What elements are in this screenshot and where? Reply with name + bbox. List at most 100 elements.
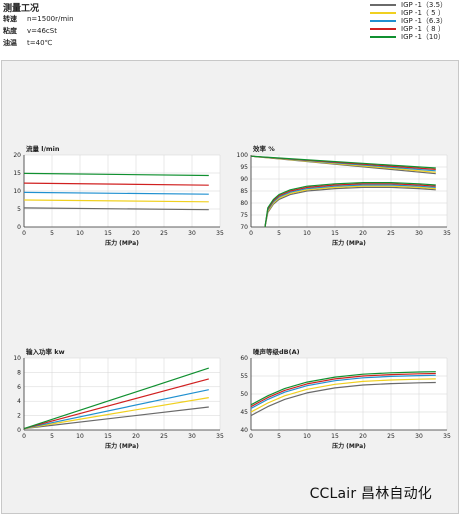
series-line	[23, 406, 209, 430]
y-tick-label: 6	[17, 384, 21, 391]
y-tick-label: 5	[17, 206, 21, 213]
x-tick-label: 5	[50, 433, 54, 440]
header: 测量工况 转速 n=1500r/min 粘度 v=46cSt 油温 t=40℃ IGP…	[0, 0, 463, 60]
x-tick-label: 0	[249, 433, 253, 440]
x-tick-label: 30	[188, 230, 196, 237]
series-line	[264, 184, 436, 228]
legend-swatch	[370, 12, 396, 14]
series-line	[23, 389, 209, 430]
conditions-title: 测量工况	[3, 4, 40, 14]
legend-swatch	[370, 28, 396, 30]
series-line	[250, 371, 436, 406]
series-line	[23, 378, 209, 430]
y-tick-label: 40	[240, 427, 248, 434]
x-tick-label: 10	[303, 433, 311, 440]
x-tick-label: 25	[160, 433, 168, 440]
series-line	[23, 397, 209, 430]
y-tick-label: 45	[240, 409, 248, 416]
charts-panel: 0 5 10 15 20 0 5 10 15 20 25 30 35 流量 l/min 压力 (MPa) 70…	[1, 60, 459, 514]
legend-label: IGP -1（6.3）	[401, 17, 448, 25]
y-tick-label: 70	[240, 224, 248, 231]
x-tick-label: 35	[216, 230, 224, 237]
y-tick-label: 55	[240, 373, 248, 380]
x-tick-label: 15	[104, 230, 112, 237]
x-tick-label: 15	[331, 230, 339, 237]
legend-swatch	[370, 36, 396, 38]
x-tick-label: 5	[277, 230, 281, 237]
condition-temperature: 油温 t=40℃	[3, 38, 52, 48]
x-tick-label: 10	[76, 433, 84, 440]
series-line	[23, 182, 209, 186]
condition-value: n=1500r/min	[27, 15, 74, 23]
y-tick-label: 60	[240, 355, 248, 362]
legend-label: IGP -1（10）	[401, 33, 445, 41]
x-tick-label: 5	[277, 433, 281, 440]
x-tick-label: 20	[359, 230, 367, 237]
x-tick-label: 20	[359, 433, 367, 440]
series-line	[264, 183, 436, 228]
x-tick-label: 0	[22, 433, 26, 440]
x-axis-label: 压力 (MPa)	[105, 239, 139, 247]
series-line	[264, 185, 436, 228]
legend-label: IGP -1（3.5）	[401, 1, 448, 9]
x-tick-label: 35	[443, 433, 451, 440]
y-tick-label: 2	[17, 413, 21, 420]
chart-title: 输入功率 kw	[26, 347, 65, 356]
chart-title: 流量 l/min	[26, 144, 60, 153]
y-tick-label: 80	[240, 200, 248, 207]
x-tick-label: 30	[415, 433, 423, 440]
y-tick-label: 90	[240, 176, 248, 183]
series-line	[23, 172, 209, 177]
x-tick-label: 30	[415, 230, 423, 237]
series-line	[250, 372, 436, 408]
x-tick-label: 35	[443, 230, 451, 237]
chart-title: 噪声等级dB(A)	[253, 347, 300, 356]
y-tick-label: 15	[13, 170, 21, 177]
y-tick-label: 0	[17, 427, 21, 434]
legend-label: IGP -1（ 8 ）	[401, 25, 445, 33]
x-tick-label: 0	[22, 230, 26, 237]
x-tick-label: 10	[303, 230, 311, 237]
x-tick-label: 20	[132, 230, 140, 237]
x-axis-label: 压力 (MPa)	[105, 442, 139, 450]
series-line	[250, 381, 436, 417]
y-tick-label: 0	[17, 224, 21, 231]
x-axis-label: 压力 (MPa)	[332, 442, 366, 450]
y-tick-label: 95	[240, 164, 248, 171]
series-line	[23, 207, 209, 211]
x-tick-label: 15	[104, 433, 112, 440]
x-tick-label: 5	[50, 230, 54, 237]
x-tick-label: 20	[132, 433, 140, 440]
watermark: CCLair 昌林自动化	[309, 486, 432, 502]
y-tick-label: 4	[17, 398, 21, 405]
condition-value: v=46cSt	[27, 27, 57, 35]
series-line	[250, 378, 436, 413]
legend-label: IGP -1（ 5 ）	[401, 9, 445, 17]
series-line	[23, 367, 209, 430]
series-line	[264, 181, 436, 228]
y-tick-label: 100	[237, 152, 249, 159]
series-line	[250, 374, 436, 409]
chart-title: 效率 %	[253, 144, 275, 153]
condition-label: 油温	[3, 39, 17, 47]
x-tick-label: 30	[188, 433, 196, 440]
legend-swatch	[370, 4, 396, 6]
condition-label: 粘度	[3, 27, 17, 35]
x-tick-label: 0	[249, 230, 253, 237]
condition-label: 转速	[3, 15, 17, 23]
y-tick-label: 20	[13, 152, 21, 159]
x-tick-label: 35	[216, 433, 224, 440]
series-line	[23, 199, 209, 203]
series-line	[23, 191, 209, 195]
y-tick-label: 50	[240, 391, 248, 398]
x-tick-label: 25	[387, 230, 395, 237]
series-line	[264, 186, 436, 228]
condition-value: t=40℃	[27, 39, 53, 47]
y-tick-label: 85	[240, 188, 248, 195]
y-tick-label: 75	[240, 212, 248, 219]
y-tick-label: 10	[13, 355, 21, 362]
x-tick-label: 10	[76, 230, 84, 237]
legend-swatch	[370, 20, 396, 22]
volumetric-efficiency-line	[250, 155, 436, 169]
